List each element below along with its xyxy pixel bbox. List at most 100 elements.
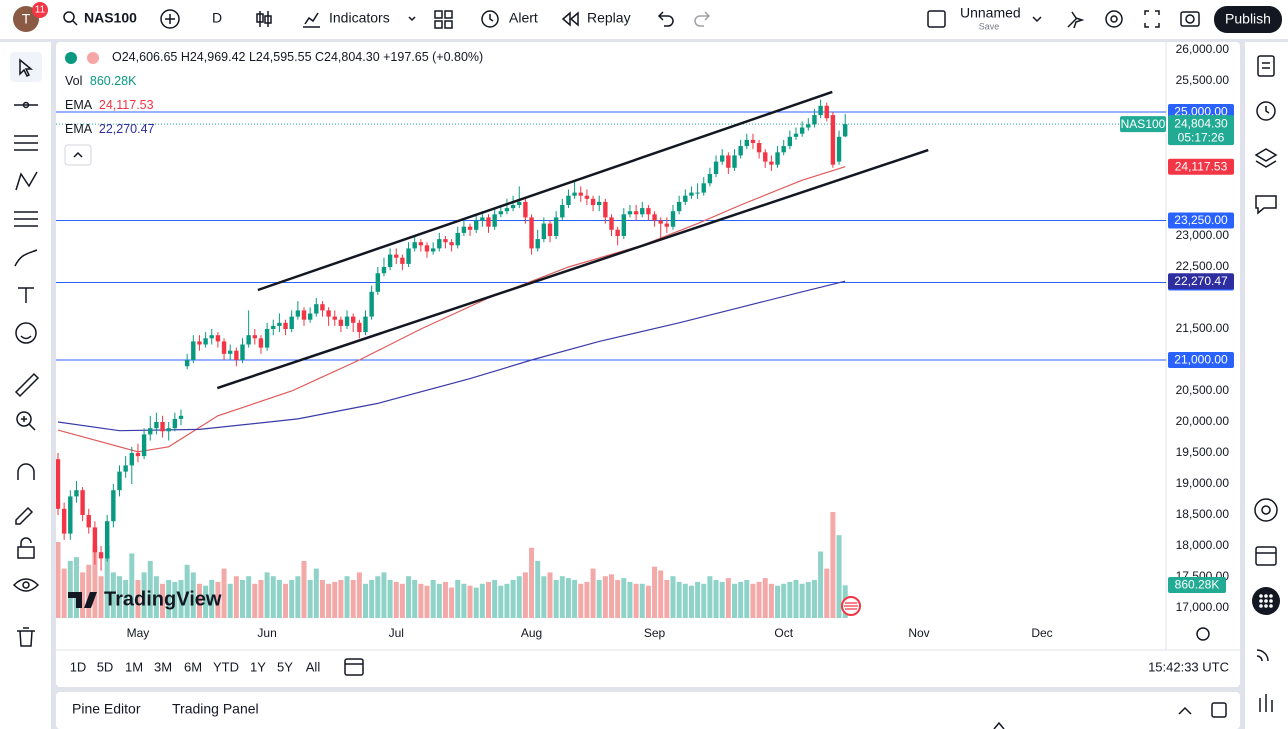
range-button[interactable]: 5Y xyxy=(277,659,293,674)
target-icon[interactable] xyxy=(1254,498,1278,522)
layers-icon[interactable] xyxy=(1254,148,1278,168)
volume-bar xyxy=(670,576,676,618)
calendar-icon[interactable] xyxy=(1255,546,1277,566)
add-symbol[interactable] xyxy=(160,9,180,29)
maximize-panel[interactable] xyxy=(1211,702,1227,718)
redo[interactable] xyxy=(694,11,711,27)
legend-change: +197.65 (+0.80%) xyxy=(383,50,483,64)
replay-button[interactable]: Replay xyxy=(587,10,631,26)
price-badge-label: 23,250.00 xyxy=(1174,213,1228,227)
candle-body xyxy=(584,195,590,199)
symbol[interactable]: NAS100 xyxy=(84,10,137,26)
candle-body xyxy=(836,136,842,162)
save-label[interactable]: Save xyxy=(979,21,1000,31)
quick-search-icon[interactable] xyxy=(1067,11,1085,29)
expand-panel[interactable] xyxy=(1178,706,1192,715)
range-button[interactable]: 1Y xyxy=(250,659,266,674)
range-button[interactable]: 3M xyxy=(154,659,172,674)
candle-body xyxy=(135,453,141,457)
magnet-tool[interactable] xyxy=(17,463,35,480)
undo[interactable] xyxy=(657,11,674,27)
layout-icon[interactable] xyxy=(434,10,443,19)
range-button[interactable]: All xyxy=(306,659,321,674)
interval[interactable]: D xyxy=(212,10,222,26)
candle-body xyxy=(590,198,596,205)
x-tick-label: Oct xyxy=(774,626,793,640)
volume-bar xyxy=(762,578,768,618)
candle-body xyxy=(105,521,110,559)
candle-body xyxy=(769,161,774,165)
publish-button[interactable] xyxy=(1214,6,1282,33)
axis-settings[interactable] xyxy=(1196,627,1210,641)
panel-handle[interactable] xyxy=(993,721,1005,729)
lock-tool[interactable] xyxy=(17,546,35,559)
zoom-tool xyxy=(21,416,36,431)
volume-bar xyxy=(535,561,541,618)
volume-bar xyxy=(381,572,387,618)
volume-bar xyxy=(289,580,295,618)
last-price-badge xyxy=(1168,115,1234,146)
fib-tool[interactable] xyxy=(14,211,38,227)
chevron[interactable] xyxy=(1032,16,1042,23)
candle-body xyxy=(603,201,608,218)
y-tick-label: 22,500.00 xyxy=(1176,259,1230,273)
panel-tab[interactable]: Trading Panel xyxy=(172,701,259,717)
text-tool[interactable] xyxy=(18,287,34,303)
zoom-tool[interactable] xyxy=(16,411,32,427)
volume-bar xyxy=(412,580,418,618)
channel-tool[interactable] xyxy=(14,135,38,151)
search-icon[interactable] xyxy=(63,11,75,23)
range-button[interactable]: 1M xyxy=(125,659,143,674)
panel-tab[interactable]: Pine Editor xyxy=(72,701,141,717)
volume-bar xyxy=(473,587,479,618)
clock[interactable]: 15:42:33 UTC xyxy=(1148,659,1229,674)
volume-bar xyxy=(695,581,701,618)
alerts-icon[interactable] xyxy=(1256,101,1276,121)
volume-bar xyxy=(602,576,608,618)
candle-body xyxy=(74,490,79,497)
watchlist-icon[interactable] xyxy=(1257,55,1275,77)
alert-button[interactable]: Alert xyxy=(509,10,538,26)
chart-type-icon xyxy=(264,15,272,24)
visibility-tool[interactable] xyxy=(12,578,40,592)
cursor-tool[interactable] xyxy=(19,58,34,78)
layout-checkbox[interactable] xyxy=(927,10,946,28)
symbol-badge-label: NAS100 xyxy=(1121,117,1166,131)
range-button[interactable]: 6M xyxy=(184,659,202,674)
chat-icon[interactable] xyxy=(1255,195,1277,215)
snapshot-icon[interactable] xyxy=(1180,11,1200,27)
collapse-legend[interactable] xyxy=(64,144,92,166)
emoji-tool[interactable] xyxy=(15,322,37,344)
legend-value: 24,606.65 xyxy=(122,50,178,64)
candle-body xyxy=(234,350,239,360)
candle-body xyxy=(332,316,337,320)
publish-label: Publish xyxy=(1225,11,1271,27)
volume-bar xyxy=(436,583,442,618)
y-tick-label: 19,500.00 xyxy=(1176,445,1230,459)
fullscreen-icon[interactable] xyxy=(1144,10,1160,28)
volume-bar xyxy=(510,580,516,618)
stream-icon[interactable] xyxy=(1256,649,1269,662)
candle-body xyxy=(400,257,405,264)
goto-date[interactable] xyxy=(344,658,364,676)
range-button[interactable]: 1D xyxy=(70,659,87,674)
chevron[interactable] xyxy=(408,16,416,22)
trend-line[interactable] xyxy=(257,90,833,292)
trend-line[interactable] xyxy=(216,148,929,390)
volume-bar xyxy=(830,511,836,618)
settings-icon[interactable] xyxy=(1105,10,1123,28)
ruler-tool[interactable] xyxy=(14,372,40,398)
volume-bar xyxy=(246,576,252,618)
lock-draw-tool[interactable] xyxy=(15,506,34,525)
help-icon[interactable] xyxy=(1259,694,1273,712)
pattern-tool[interactable] xyxy=(15,171,38,191)
range-button[interactable]: 5D xyxy=(97,659,114,674)
volume-bar xyxy=(775,585,781,618)
brush-tool[interactable] xyxy=(14,249,38,267)
delete-tool[interactable] xyxy=(17,627,35,647)
volume-bar xyxy=(688,585,694,618)
indicators-button[interactable]: Indicators xyxy=(329,10,390,26)
range-button[interactable]: YTD xyxy=(213,659,239,674)
candle-body xyxy=(424,245,430,252)
layout-name[interactable]: Unnamed xyxy=(960,5,1021,21)
